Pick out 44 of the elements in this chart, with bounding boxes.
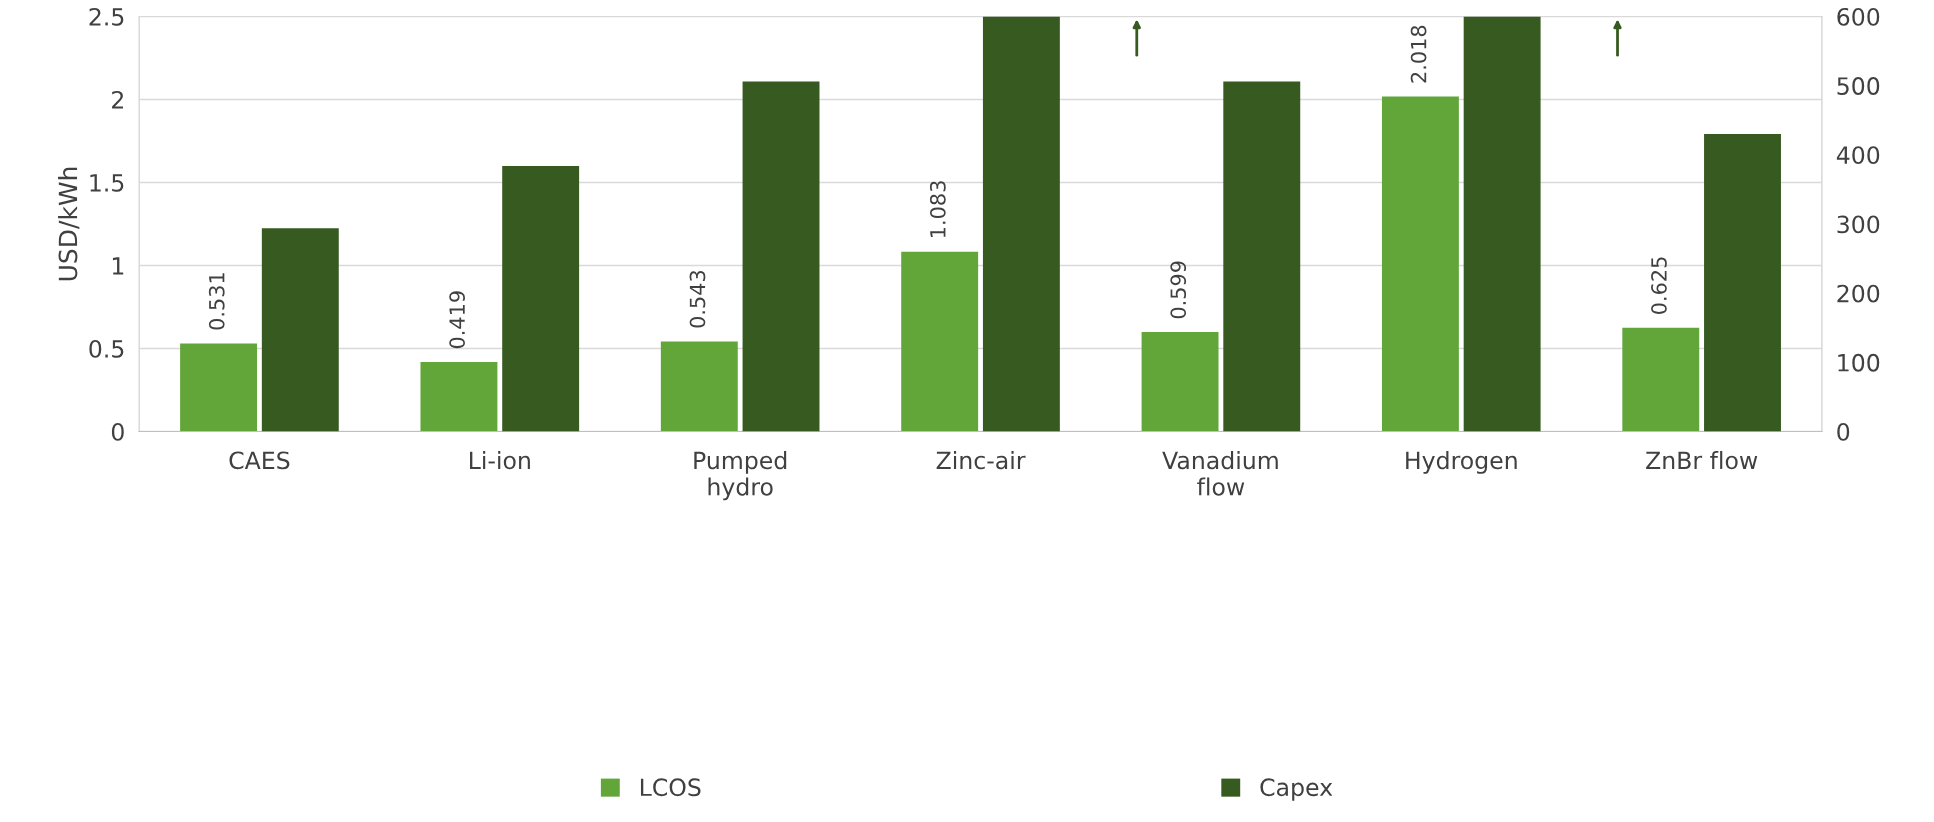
bar [261,228,339,432]
data-label: 0.625 [1651,257,1667,314]
data-label: 2.018 [1410,25,1427,83]
y-tick-label: 2 [112,90,123,109]
data-label: 0.531 [208,273,225,330]
y2-tick-label: 100 [1838,353,1880,372]
bar [1381,96,1459,432]
y-tick-label: 0 [111,423,124,441]
x-tick-label: Vanadium flow [1162,450,1278,496]
y-tick-label: 0.5 [89,339,124,358]
bar [982,16,1060,432]
x-tick-label: CAES [229,451,290,470]
bar [1463,16,1541,432]
bar [502,165,580,432]
y-tick-label: 1.5 [90,174,124,192]
y-tick-label: 2.5 [89,7,124,26]
x-tick-label: Li-ion [470,450,530,470]
bar [1622,327,1700,432]
bar [1704,134,1781,432]
bar [742,81,820,432]
data-label: 1.083 [929,181,946,237]
bar [1141,332,1219,432]
bar [1223,81,1301,432]
y2-tick-label: 400 [1836,146,1880,165]
y2-tick-label: 300 [1837,215,1880,234]
y-axis-title: USD/kWh [58,167,80,281]
x-tick-label: Zinc-air [936,450,1026,470]
data-label: 0.599 [1170,261,1187,319]
bar [901,251,979,432]
y2-tick-label: 0 [1837,423,1850,441]
x-tick-label: ZnBr flow [1646,450,1758,470]
y2-tick-label: 600 [1837,7,1880,26]
y2-tick-label: 500 [1837,77,1880,95]
x-tick-label: Pumped hydro [694,450,787,501]
data-label: 0.543 [689,270,706,328]
bar [660,341,738,432]
y2-tick-label: 200 [1837,284,1880,303]
bar [180,343,258,432]
data-label: 0.419 [449,291,465,349]
legend-label: LCOS [640,778,701,797]
x-tick-label: Hydrogen [1406,450,1517,474]
legend-label: Capex [1260,778,1333,801]
y-tick-label: 1 [112,257,124,275]
bar [420,361,498,432]
